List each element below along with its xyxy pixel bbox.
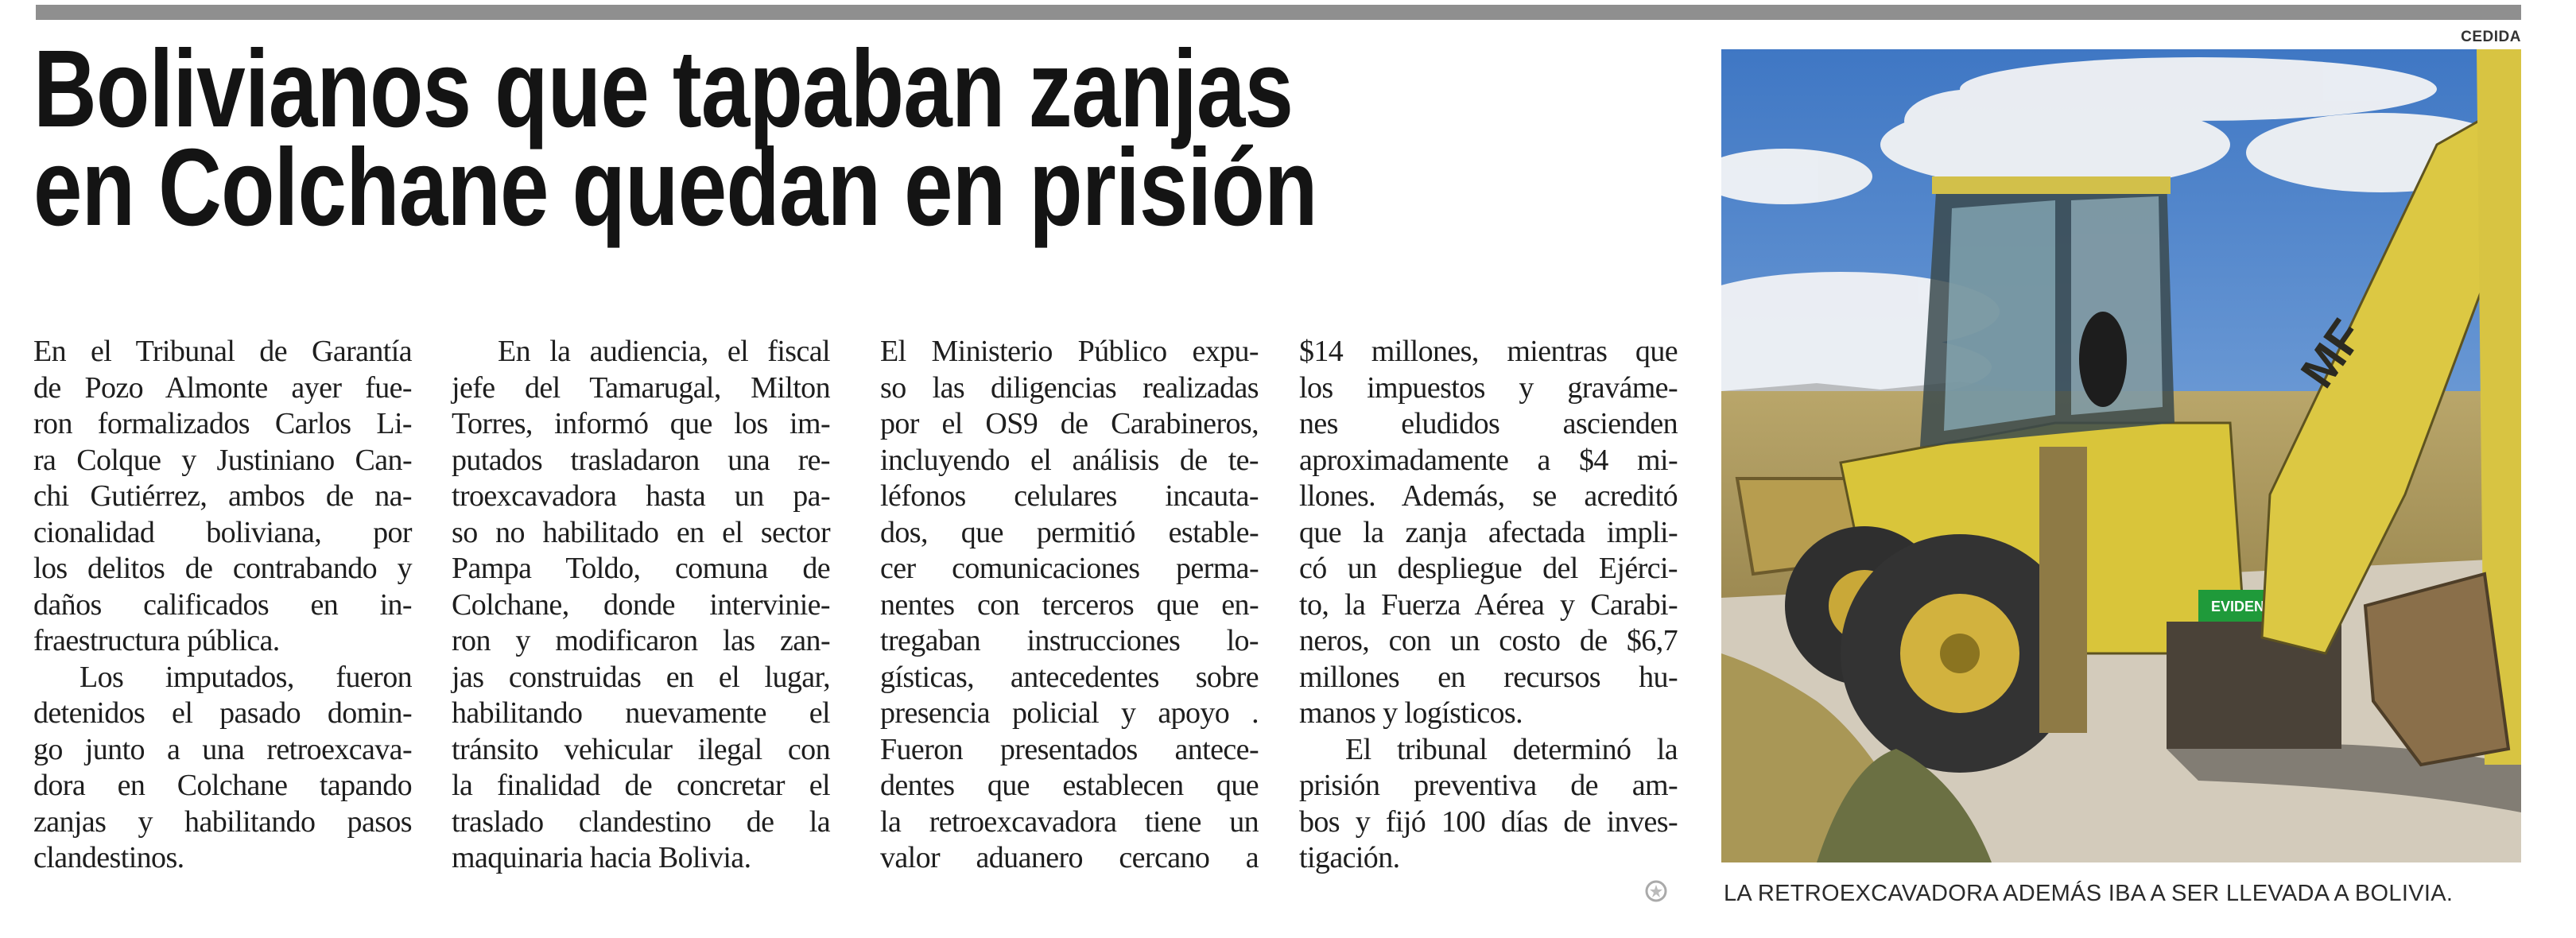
- article-text-line: El tribunal determinó la: [1345, 732, 1678, 766]
- article-text-line: incluyendo el análisis de te-: [880, 443, 1259, 477]
- article-text-line: presencia policial y apoyo .: [880, 696, 1259, 730]
- article-text-line: cer comunicaciones perma-: [880, 552, 1259, 585]
- article-text-line: por el OS9 de Carabineros,: [880, 407, 1259, 440]
- article-column-2: En la audiencia, el fiscal jefe del Tamar…: [452, 334, 831, 877]
- article-text-line: jefe del Tamarugal, Milton: [452, 370, 831, 405]
- newspaper-end-mark-icon: [1645, 880, 1667, 902]
- article-text-line: de Pozo Almonte ayer fue-: [33, 370, 413, 405]
- article-text-line: aproximadamente a $4 mi-: [1299, 443, 1678, 477]
- article-column-1: En el Tribunal de Garantía de Pozo Almont…: [33, 334, 413, 877]
- photo-credit: CEDIDA: [2461, 29, 2521, 45]
- article-text-line: troexcavadora hasta un pa-: [452, 479, 831, 513]
- article-text-line: tregaban instrucciones lo-: [880, 624, 1259, 657]
- article-text-line: fraestructura pública.: [33, 624, 280, 657]
- article-text-line: ron formalizados Carlos Li-: [33, 407, 413, 440]
- article-text-line: so no habilitado en el sector: [452, 515, 831, 549]
- article-text-line: putados trasladaron una re-: [452, 443, 831, 477]
- backhoe-photo: EVIDENCIA MF: [1721, 49, 2521, 862]
- top-rule: [36, 5, 2521, 20]
- article-text-line: Colchane, donde intervinie-: [452, 587, 831, 622]
- article-text-line: ra Colque y Justiniano Can-: [33, 443, 413, 477]
- article-text-line: maquinaria hacia Bolivia.: [452, 841, 751, 874]
- headline: Bolivianos que tapaban zanjas en Colchan…: [33, 28, 1496, 249]
- article-text-line: neros, con un costo de $6,7: [1299, 624, 1678, 657]
- article-text-line: dora en Colchane tapando: [33, 769, 413, 802]
- photo-caption: LA RETROEXCAVADORA ADEMÁS IBA A SER LLEV…: [1724, 881, 2454, 906]
- article-text-line: los delitos de contrabando y: [33, 552, 413, 585]
- article-text-line: $14 millones, mientras que: [1299, 335, 1678, 368]
- article-text-line: daños calificados en in-: [33, 587, 413, 622]
- headline-line-1: Bolivianos que tapaban zanjas: [33, 28, 1294, 150]
- article-text-line: to, la Fuerza Aérea y Carabi-: [1299, 587, 1678, 622]
- article-text-line: En el Tribunal de Garantía: [33, 335, 413, 368]
- article-text-line: millones en recursos hu-: [1299, 660, 1678, 694]
- article-column-3: El Ministerio Público expu-so las dilige…: [880, 334, 1259, 877]
- article-text-line: clandestinos.: [33, 841, 184, 874]
- article-text-line: go junto a una retroexcava-: [33, 732, 413, 766]
- article-text-line: dos, que permitió estable-: [880, 515, 1259, 549]
- article-text-line: llones. Además, se acreditó: [1299, 479, 1678, 513]
- article-text-line: gísticas, antecedentes sobre: [880, 660, 1259, 694]
- article-text-line: valor aduanero cercano a: [880, 841, 1259, 874]
- article-text-line: habilitando nuevamente el: [452, 696, 831, 730]
- article-text-line: ron y modificaron las zan-: [452, 624, 831, 657]
- article-text-line: detenidos el pasado domin-: [33, 696, 413, 730]
- article-text-line: prisión preventiva de am-: [1299, 769, 1678, 802]
- article-text-line: traslado clandestino de la: [452, 804, 831, 839]
- article-text-line: zanjas y habilitando pasos: [33, 804, 413, 839]
- article-text-line: Torres, informó que los im-: [452, 407, 831, 440]
- article-text-line: cionalidad boliviana, por: [33, 515, 413, 549]
- article-text-line: nentes con terceros que en-: [880, 587, 1259, 622]
- article-text-line: chi Gutiérrez, ambos de na-: [33, 479, 413, 513]
- article-text-line: Los imputados, fueron: [80, 660, 413, 694]
- headline-line-2: en Colchane quedan en prisión: [33, 126, 1317, 249]
- article-text-line: tigación.: [1299, 841, 1400, 874]
- article-text-line: so las diligencias realizadas: [880, 370, 1259, 405]
- article-text-line: los impuestos y graváme-: [1299, 370, 1678, 405]
- article-text-line: manos y logísticos.: [1299, 696, 1523, 730]
- article-column-4: $14 millones, mientras que los impuestos …: [1299, 334, 1678, 877]
- article-text-line: Pampa Toldo, comuna de: [452, 552, 831, 585]
- article-text-line: que la zanja afectada impli-: [1299, 515, 1678, 549]
- article-text-line: En la audiencia, el fiscal: [498, 335, 831, 368]
- article-text-line: bos y fijó 100 días de inves-: [1299, 804, 1678, 839]
- article-text-line: Fueron presentados antece-: [880, 732, 1259, 766]
- article-text-line: nes eludidos ascienden: [1299, 407, 1678, 440]
- article-text-line: có un despliegue del Ejérci-: [1299, 552, 1678, 585]
- article-text-line: El Ministerio Público expu-: [880, 335, 1259, 368]
- article-text-line: tránsito vehicular ilegal con: [452, 732, 831, 766]
- article-text-line: la retroexcavadora tiene un: [880, 804, 1259, 839]
- article-text-line: jas construidas en el lugar,: [452, 660, 831, 694]
- article-text-line: léfonos celulares incauta-: [880, 479, 1259, 513]
- article-text-line: la finalidad de concretar el: [452, 769, 831, 802]
- article-text-line: dentes que establecen que: [880, 769, 1259, 802]
